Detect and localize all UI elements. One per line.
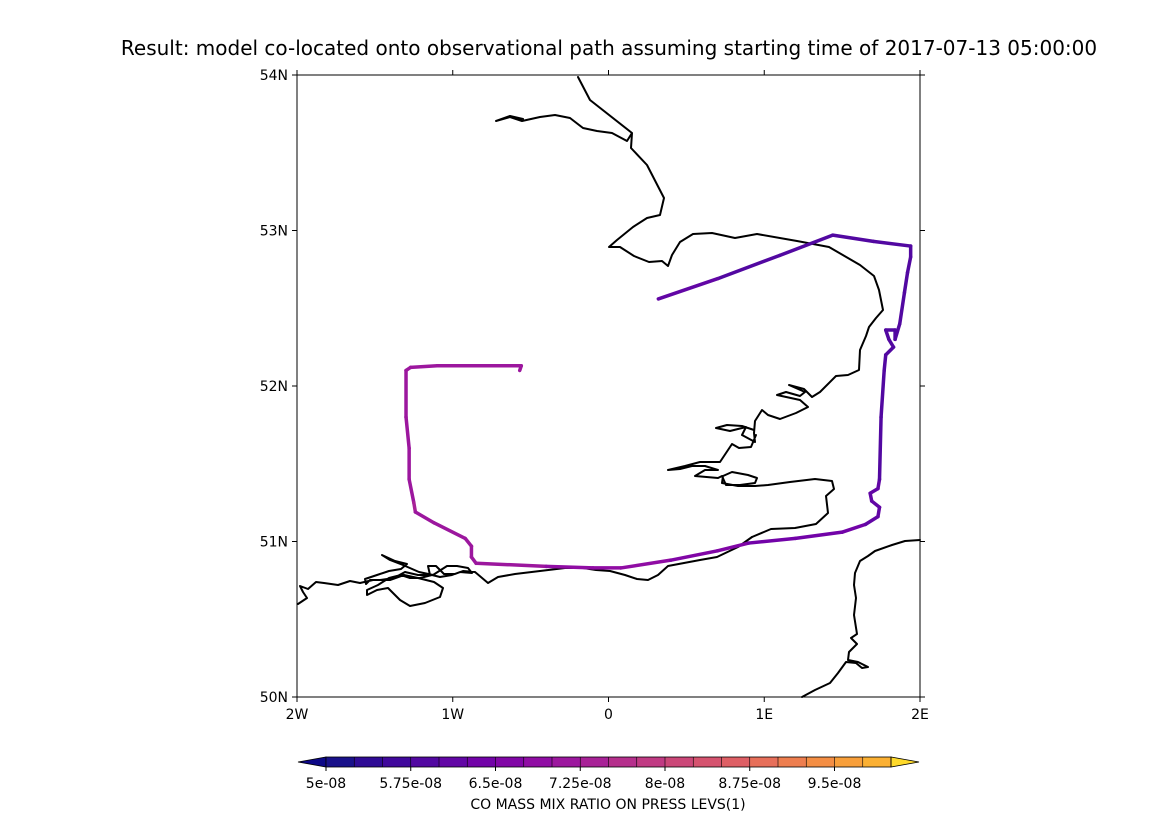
x-tick-label: 2E	[911, 707, 929, 723]
colorbar-band	[326, 757, 355, 767]
colorbar-band	[749, 757, 779, 767]
colorbar-tick-label: 7.25e-08	[549, 776, 612, 792]
x-axis-ticks: 2W 1W 0 1E 2E	[286, 70, 929, 723]
path-segment	[408, 364, 439, 370]
path-segment	[793, 530, 844, 541]
colorbar-band	[636, 757, 666, 767]
path-segment	[840, 522, 868, 534]
colorbar-band	[834, 757, 864, 767]
path-segment	[669, 549, 720, 562]
colorbar-band	[354, 757, 383, 767]
colorbar-under-arrow	[297, 756, 327, 768]
colorbar-tick-label: 5.75e-08	[379, 776, 442, 792]
path-segment	[778, 233, 835, 258]
colorbar-band	[608, 757, 638, 767]
path-segment	[715, 253, 782, 281]
colorbar-band	[382, 757, 412, 767]
colorbar-band	[495, 757, 525, 767]
path-segment	[831, 233, 876, 244]
path-segment	[877, 415, 883, 482]
colorbar-band	[778, 757, 807, 767]
y-tick-label: 50N	[260, 690, 288, 706]
path-segment	[619, 558, 673, 570]
path-segment	[863, 514, 880, 527]
colorbar-band	[665, 757, 694, 767]
path-segment	[746, 536, 798, 545]
path-segment	[432, 521, 467, 541]
y-tick-label: 53N	[260, 224, 288, 240]
colorbar-band	[862, 757, 892, 767]
y-tick-label: 51N	[260, 535, 288, 551]
path-segment	[882, 353, 888, 373]
colorbar-tick-label: 5e-08	[306, 776, 346, 792]
path-segment	[902, 270, 910, 295]
path-segment	[871, 239, 913, 248]
colorbar-tick-label: 6.5e-08	[469, 776, 523, 792]
y-axis-ticks: 54N 53N 52N 51N 50N	[260, 68, 925, 706]
path-segment	[413, 510, 436, 525]
path-segment	[656, 276, 720, 301]
path-segment	[883, 345, 896, 357]
path-segment	[474, 561, 548, 569]
path-segment	[404, 415, 411, 450]
colorbar-band	[523, 757, 553, 767]
path-segment	[715, 541, 751, 553]
colorbar-over-arrow	[890, 756, 920, 768]
map-title: Result: model co-located onto observatio…	[121, 36, 1097, 60]
x-tick-label: 0	[604, 707, 613, 723]
colorbar-band	[721, 757, 751, 767]
coastline-england-south	[297, 536, 753, 607]
path-segment	[898, 290, 907, 326]
colorbar-band	[580, 757, 609, 767]
colorbar-tick-label: 8.75e-08	[718, 776, 781, 792]
x-tick-label: 2W	[286, 707, 309, 723]
x-tick-label: 1E	[755, 707, 773, 723]
path-segment	[905, 255, 913, 275]
colorbar-band	[439, 757, 468, 767]
path-segment	[407, 477, 416, 505]
colorbar-tick-label: 9.5e-08	[808, 776, 862, 792]
path-segment	[544, 564, 595, 570]
path-segment	[893, 322, 902, 342]
colorbar-band	[552, 757, 581, 767]
x-tick-label: 1W	[441, 707, 464, 723]
colorbar-band	[806, 757, 835, 767]
coastline-france	[801, 539, 921, 698]
colorbar-band	[693, 757, 722, 767]
colorbar: 5e-08 5.75e-08 6.5e-08 7.25e-08 8e-08 8.75e-0…	[297, 756, 920, 792]
coastlines	[297, 76, 921, 698]
coastline-england-east	[495, 76, 884, 538]
flight-path	[404, 233, 913, 570]
colorbar-band	[410, 757, 440, 767]
colorbar-label: CO MASS MIX RATIO ON PRESS LEVS(1)	[470, 797, 745, 813]
y-tick-label: 54N	[260, 68, 288, 84]
colorbar-band	[467, 757, 496, 767]
path-segment	[879, 368, 886, 419]
colorbar-tick-label: 8e-08	[645, 776, 685, 792]
y-tick-label: 52N	[260, 379, 288, 395]
